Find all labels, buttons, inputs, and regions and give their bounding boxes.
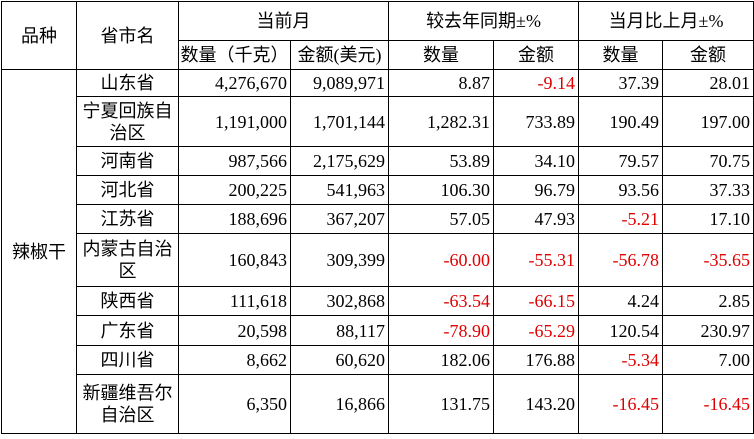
value-cell: 9,089,971 [290,69,389,97]
value-cell: 111,618 [178,286,291,316]
province-cell: 山东省 [76,69,179,97]
value-cell: 37.39 [578,69,663,97]
header-cell: 数量 [578,40,663,70]
value-cell: 120.54 [578,315,663,346]
data-row: 河北省 200,225 541,963 106.30 96.79 93.56 37.33 [2,175,754,205]
value-cell: 16,866 [290,374,389,434]
group-cell: 辣椒干 [1,69,77,434]
province-cell: 河北省 [76,175,179,205]
value-cell: -56.78 [578,233,663,287]
province-cell: 宁夏回族自治区 [76,96,179,147]
header-cell: 省市名 [76,1,179,70]
data-row: 陕西省 111,618 302,868 -63.54 -66.15 4.24 2.85 [2,286,754,316]
value-cell: 47.93 [493,204,579,234]
value-cell: 96.79 [493,175,579,205]
data-row: 江苏省 188,696 367,207 57.05 47.93 -5.21 17.10 [2,204,754,234]
value-cell: 57.05 [388,204,494,234]
value-cell: 131.75 [388,374,494,434]
province-cell: 广东省 [76,315,179,346]
value-cell: 200,225 [178,175,291,205]
value-cell: -78.90 [388,315,494,346]
value-cell: 541,963 [290,175,389,205]
header-cell: 数量 [388,40,494,70]
value-cell: 88,117 [290,315,389,346]
data-row: 宁夏回族自治区 1,191,000 1,701,144 1,282.31 733.89 1… [2,96,754,147]
value-cell: -16.45 [578,374,663,434]
province-cell: 陕西省 [76,286,179,316]
value-cell: 106.30 [388,175,494,205]
value-cell: 176.88 [493,345,579,375]
value-cell: 2,175,629 [290,146,389,176]
value-cell: 1,191,000 [178,96,291,147]
value-cell: 8.87 [388,69,494,97]
value-cell: 70.75 [662,146,754,176]
header-row: 品种 省市名 当前月 较去年同期±% 当月比上月±% [1,1,754,70]
province-cell: 新疆维吾尔自治区 [76,374,179,434]
value-cell: 20,598 [178,315,291,346]
value-cell: 6,350 [178,374,291,434]
header-cell: 数量（千克） [178,40,291,70]
value-cell: 143.20 [493,374,579,434]
header-row: 数量（千克） 金额(美元) 数量 金额 数量 金额 [2,40,754,70]
value-cell: -16.45 [662,374,754,434]
value-cell: -63.54 [388,286,494,316]
value-cell: 309,399 [290,233,389,287]
header-cell: 金额(美元) [290,40,389,70]
value-cell: 4.24 [578,286,663,316]
value-cell: 17.10 [662,204,754,234]
value-cell: -60.00 [388,233,494,287]
header-cell: 金额 [493,40,579,70]
value-cell: 987,566 [178,146,291,176]
province-cell: 内蒙古自治区 [76,233,179,287]
province-cell: 江苏省 [76,204,179,234]
province-cell: 河南省 [76,146,179,176]
value-cell: -65.29 [493,315,579,346]
data-row: 新疆维吾尔自治区 6,350 16,866 131.75 143.20 -16.45 -16… [2,374,754,434]
value-cell: 79.57 [578,146,663,176]
value-cell: 7.00 [662,345,754,375]
header-cell: 当前月 [178,1,389,41]
value-cell: 28.01 [662,69,754,97]
header-cell: 品种 [1,1,77,70]
value-cell: 34.10 [493,146,579,176]
value-cell: 4,276,670 [178,69,291,97]
value-cell: 230.97 [662,315,754,346]
value-cell: 302,868 [290,286,389,316]
value-cell: 37.33 [662,175,754,205]
header-cell: 金额 [662,40,754,70]
value-cell: 182.06 [388,345,494,375]
value-cell: 367,207 [290,204,389,234]
value-cell: -5.21 [578,204,663,234]
value-cell: -66.15 [493,286,579,316]
data-row: 广东省 20,598 88,117 -78.90 -65.29 120.54 230.97 [2,315,754,346]
value-cell: 190.49 [578,96,663,147]
data-row: 四川省 8,662 60,620 182.06 176.88 -5.34 7.00 [2,345,754,375]
value-cell: 1,701,144 [290,96,389,147]
header-cell: 当月比上月±% [578,1,754,41]
data-row: 河南省 987,566 2,175,629 53.89 34.10 79.57 70.75 [2,146,754,176]
value-cell: 60,620 [290,345,389,375]
value-cell: -35.65 [662,233,754,287]
value-cell: 160,843 [178,233,291,287]
value-cell: 8,662 [178,345,291,375]
value-cell: 188,696 [178,204,291,234]
value-cell: 53.89 [388,146,494,176]
value-cell: -5.34 [578,345,663,375]
value-cell: 197.00 [662,96,754,147]
header-cell: 较去年同期±% [388,1,579,41]
value-cell: -9.14 [493,69,579,97]
value-cell: 93.56 [578,175,663,205]
data-row: 辣椒干 山东省 4,276,670 9,089,971 8.87 -9.14 37.39 28… [1,69,754,434]
value-cell: -55.31 [493,233,579,287]
value-cell: 733.89 [493,96,579,147]
value-cell: 2.85 [662,286,754,316]
province-cell: 四川省 [76,345,179,375]
value-cell: 1,282.31 [388,96,494,147]
data-row: 内蒙古自治区 160,843 309,399 -60.00 -55.31 -56.78 -3… [2,233,754,287]
